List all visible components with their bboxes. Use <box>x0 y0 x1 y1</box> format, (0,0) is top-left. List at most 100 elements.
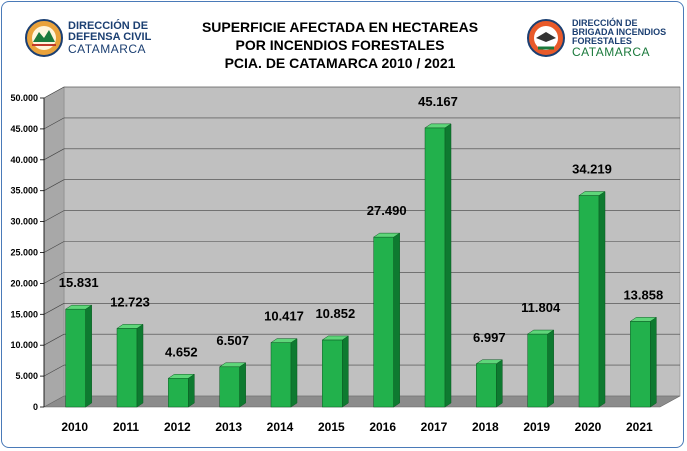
gridline-side <box>43 210 65 222</box>
data-label: 45.167 <box>418 94 458 109</box>
y-tick-label: 50.000 <box>10 93 38 103</box>
bar <box>64 304 93 408</box>
data-label: 6.997 <box>473 330 506 345</box>
y-tick-label: 5.000 <box>15 371 38 381</box>
bar-top <box>372 232 401 238</box>
bar-side <box>136 323 144 408</box>
data-label: 15.831 <box>59 275 99 290</box>
y-tick-label: 20.000 <box>10 278 38 288</box>
gridline-side <box>43 148 65 161</box>
gridlines <box>43 86 680 377</box>
x-axis-ticks: 2010 2011 2012 2013 2014 2015 2016 2017 2018 2019… <box>61 420 653 434</box>
bar <box>167 373 196 408</box>
bar-side <box>444 123 452 408</box>
title-line-3: PCIA. DE CATAMARCA 2010 / 2021 <box>224 55 456 71</box>
title-line-1: SUPERFICIE AFECTADA EN HECTAREAS <box>201 19 479 35</box>
y-tick-label: 10.000 <box>10 340 38 350</box>
data-label: 27.490 <box>367 203 407 218</box>
bar <box>424 123 452 408</box>
bar-side <box>547 329 554 408</box>
bar-side <box>650 316 657 408</box>
bar-front <box>168 378 189 408</box>
floor <box>43 395 681 408</box>
bar-front <box>424 127 446 408</box>
logo-left-line1: DIRECCIÓN DE <box>68 20 149 32</box>
data-label: 11.804 <box>521 300 561 315</box>
x-tick-label: 2011 <box>113 420 139 434</box>
y-tick-label: 15.000 <box>10 309 38 319</box>
bar-front <box>373 236 394 408</box>
gridline-side <box>43 303 65 315</box>
bar-top <box>526 329 555 335</box>
bar-front <box>65 308 86 408</box>
chart-title: SUPERFICIE AFECTADA EN HECTAREAS POR INC… <box>170 18 510 72</box>
gridline-side <box>43 333 65 346</box>
gridline-side <box>43 179 65 191</box>
y-axis-ticks: 0 5.000 10.000 15.000 20.000 25.000 30.000 35.0… <box>10 93 45 412</box>
bar <box>629 316 658 408</box>
bar-front <box>270 342 292 408</box>
logo-left-line3: CATAMARCA <box>68 42 147 56</box>
bar <box>116 323 144 408</box>
data-label: 10.417 <box>264 309 304 324</box>
x-tick-label: 2013 <box>215 420 242 434</box>
data-label: 34.219 <box>572 162 612 177</box>
x-tick-label: 2014 <box>267 420 294 434</box>
logo-right-line4: CATAMARCA <box>572 44 651 59</box>
bar-front <box>578 195 600 408</box>
bar-front <box>322 339 343 408</box>
bar-side <box>598 191 606 408</box>
x-tick-label: 2017 <box>421 420 448 434</box>
bar-top <box>629 317 658 322</box>
bar-side <box>290 338 298 408</box>
bar-side <box>496 359 503 408</box>
bar-top <box>167 374 196 379</box>
brigada-incendios-emblem-icon <box>527 19 565 57</box>
gridline-side <box>43 364 65 377</box>
bar-top <box>321 335 350 341</box>
data-label: 13.858 <box>623 287 663 302</box>
logo-right-line1: DIRECCIÓN DE <box>572 17 638 28</box>
bar-top <box>578 191 606 196</box>
bar-top <box>424 123 452 129</box>
bar-front <box>219 366 240 408</box>
x-tick-label: 2016 <box>369 420 396 434</box>
defensa-civil-logo: DIRECCIÓN DE DEFENSA CIVIL CATAMARCA <box>24 18 151 58</box>
data-label: 10.852 <box>315 306 355 321</box>
y-tick-label: 40.000 <box>10 155 38 165</box>
bar-top <box>270 338 298 343</box>
bar <box>321 335 350 408</box>
logo-right-line3: FORESTALES <box>572 35 632 46</box>
gridline-side <box>43 241 65 253</box>
bar-side <box>393 232 400 408</box>
gridline-side <box>43 117 65 130</box>
bar <box>372 232 401 408</box>
x-tick-label: 2010 <box>61 420 88 434</box>
bar <box>475 359 504 408</box>
bar <box>578 191 606 408</box>
defensa-civil-emblem-icon <box>25 19 63 57</box>
bar <box>526 329 555 408</box>
bar <box>218 362 247 408</box>
bar-front <box>527 333 548 408</box>
bar-side <box>239 362 246 408</box>
bar-top <box>218 362 247 368</box>
brigada-incendios-logo: DIRECCIÓN DE BRIGADA INCENDIOS FORESTALE… <box>524 18 666 58</box>
logo-left-line2: DEFENSA CIVIL <box>68 31 152 43</box>
bar-side <box>342 335 349 408</box>
title-line-2: POR INCENDIOS FORESTALES <box>235 37 445 53</box>
bar-top <box>64 304 93 310</box>
bar-side <box>188 373 195 408</box>
bars: 15.831 12.723 4.652 6.507 10.417 10.852 27.490… <box>59 94 663 408</box>
bar-front <box>116 328 138 408</box>
bar-front <box>630 321 651 408</box>
data-label: 4.652 <box>165 344 198 359</box>
logo-right-line2: BRIGADA INCENDIOS <box>572 26 667 37</box>
gridline-side <box>43 272 65 284</box>
bar <box>270 338 298 408</box>
x-tick-label: 2020 <box>575 420 602 434</box>
y-tick-label: 25.000 <box>10 248 38 258</box>
x-tick-label: 2015 <box>318 420 345 434</box>
gridline-side <box>43 86 65 99</box>
